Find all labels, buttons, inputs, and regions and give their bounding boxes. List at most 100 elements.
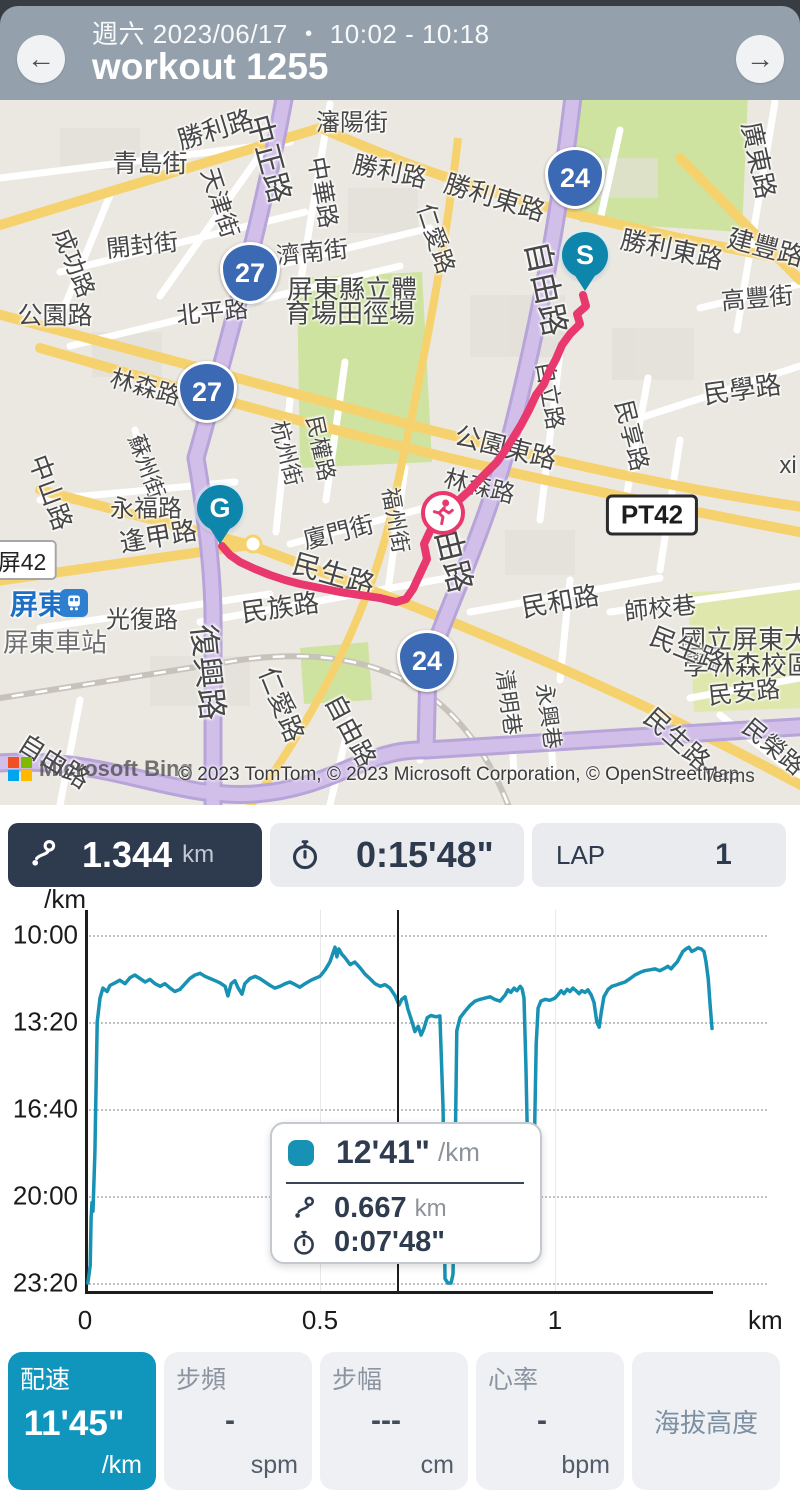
map-street-label: 青島街: [112, 150, 188, 178]
arrow-right-icon: →: [746, 43, 774, 74]
gridline: [85, 1109, 767, 1111]
tooltip-time-row: 0:07'48": [290, 1226, 445, 1259]
tab-label: 步頻: [176, 1366, 227, 1394]
distance-value: 1.344: [82, 834, 173, 875]
chart-x-axis: [85, 1291, 713, 1294]
tooltip-distance-value: 0.667: [334, 1192, 407, 1224]
tooltip-distance-row: 0.667 km: [290, 1192, 447, 1225]
page-title: workout 1255: [92, 46, 329, 87]
map-street-label: 屏東車站: [2, 627, 108, 658]
pace-line: [86, 945, 714, 1285]
map-terms-link[interactable]: Terms: [703, 766, 755, 787]
highway-shield-27: 27: [177, 361, 237, 423]
y-tick-label: 16:40: [12, 1093, 78, 1124]
gridline: [85, 935, 767, 937]
tab-value: ---: [371, 1404, 401, 1437]
distance-unit: km: [182, 841, 215, 868]
y-tick-label: 13:20: [12, 1006, 78, 1037]
route-distance-icon: [295, 1196, 315, 1218]
header: 週六 2023/06/17 ・ 10:02 - 10:18 workout 12…: [0, 6, 800, 100]
chart-y-axis: [85, 910, 88, 1293]
train-station-icon: [60, 589, 88, 617]
stopwatch-icon: [294, 1230, 314, 1255]
map-street-label: xi: [779, 452, 797, 479]
road-badge-PT42: PT42: [605, 494, 699, 536]
road-badge-屏42: 屏42: [0, 540, 57, 580]
map-street-label: 國立屏東大: [679, 624, 800, 655]
tab-stride[interactable]: 步幅 --- cm: [320, 1352, 468, 1490]
map-street-label: 屏東: [9, 589, 67, 620]
tab-value: -: [225, 1404, 235, 1437]
runner-position-icon: [421, 491, 465, 535]
bing-logo-text: Microsoft Bing: [39, 756, 193, 781]
map-street-label: 屏東縣立體: [286, 274, 418, 305]
route-distance-icon: [26, 838, 60, 872]
tooltip-pace-unit: /km: [437, 1137, 480, 1167]
workout-date-time: 週六 2023/06/17 ・ 10:02 - 10:18: [92, 19, 490, 49]
route-layer: [218, 291, 590, 606]
route-map[interactable]: 勝利路 瀋陽街 中正路 青島街 勝利路 天津街 中華路 勝利東路 勝利東路 廣東路 建豐路 高豐街 開封…: [0, 100, 800, 805]
runner-glyph: [432, 499, 454, 526]
map-street-label: 公園路: [17, 302, 93, 330]
chart-x-unit-label: km: [748, 1305, 783, 1335]
x-tick-label: 1: [547, 1305, 563, 1335]
tab-pace[interactable]: 配速 11'45" /km: [8, 1352, 156, 1490]
map-street-label: 瀋陽街: [316, 109, 388, 137]
previous-workout-button[interactable]: ←: [17, 35, 65, 83]
tooltip-distance-unit: km: [414, 1194, 447, 1222]
tooltip-pace-row: 12'41" /km: [288, 1134, 480, 1171]
map-street-label: 永福路: [110, 495, 182, 523]
tab-label: 步幅: [332, 1366, 383, 1394]
map-attribution: © 2023 TomTom, © 2023 Microsoft Corporat…: [178, 764, 740, 785]
tab-value: 11'45": [23, 1404, 125, 1443]
map-street-label: 光復路: [106, 606, 178, 634]
chart-y-unit-label: /km: [44, 884, 86, 914]
next-workout-button[interactable]: →: [736, 35, 784, 83]
chart-tooltip: 12'41" /km 0.667 km 0:07'48": [270, 1122, 542, 1264]
lap-value: 1: [715, 838, 732, 871]
tooltip-divider: [286, 1182, 524, 1184]
tab-elevation[interactable]: 海拔高度: [632, 1352, 780, 1490]
tab-value: -: [537, 1404, 547, 1437]
y-tick-label: 20:00: [12, 1180, 78, 1211]
duration-value: 0:15'48": [356, 834, 494, 875]
arrow-left-icon: ←: [27, 43, 55, 74]
pace-chart[interactable]: /km 10:00 13:20 16:40 20:00 23:20 0 0.5 1 km 12…: [0, 884, 800, 1350]
y-tick-label: 10:00: [12, 919, 78, 950]
gridline: [555, 910, 556, 1292]
stopwatch-icon: [288, 838, 322, 872]
route-polyline: [218, 291, 590, 606]
map-street-label: 育場田徑場: [284, 298, 416, 329]
chart-cursor-line[interactable]: [397, 910, 400, 1292]
pace-line-layer: [86, 945, 714, 1285]
lap-label: LAP: [556, 839, 606, 870]
tooltip-time-value: 0:07'48": [334, 1226, 445, 1258]
tooltip-pace-value: 12'41": [336, 1134, 430, 1170]
tab-label: 心率: [488, 1366, 539, 1394]
highway-shield-24: 24: [397, 630, 457, 692]
tab-unit: bpm: [561, 1451, 610, 1479]
tab-unit: /km: [101, 1451, 142, 1479]
bing-logo: Microsoft Bing: [8, 756, 193, 782]
tab-unit: spm: [250, 1451, 298, 1479]
tab-cadence[interactable]: 步頻 - spm: [164, 1352, 312, 1490]
y-tick-label: 23:20: [12, 1267, 78, 1298]
start-marker[interactable]: S: [562, 232, 608, 278]
tab-heart-rate[interactable]: 心率 - bpm: [476, 1352, 624, 1490]
gridline: [85, 1283, 767, 1285]
map-street-label: 學林森校區: [682, 650, 800, 681]
tab-label: 配速: [20, 1366, 71, 1394]
goal-marker[interactable]: G: [197, 485, 243, 531]
duration-card[interactable]: 0:15'48": [270, 823, 524, 887]
distance-card[interactable]: 1.344 km: [8, 823, 262, 887]
series-swatch-icon: [288, 1139, 314, 1166]
microsoft-logo-icon: [8, 757, 32, 781]
tab-unit: cm: [420, 1451, 454, 1479]
highway-shield-27: 27: [220, 242, 280, 304]
tab-label: 海拔高度: [653, 1407, 758, 1438]
x-tick-label: 0: [77, 1305, 93, 1335]
lap-card[interactable]: LAP 1: [532, 823, 786, 887]
gridline: [320, 910, 321, 1292]
x-tick-label: 0.5: [301, 1305, 339, 1335]
